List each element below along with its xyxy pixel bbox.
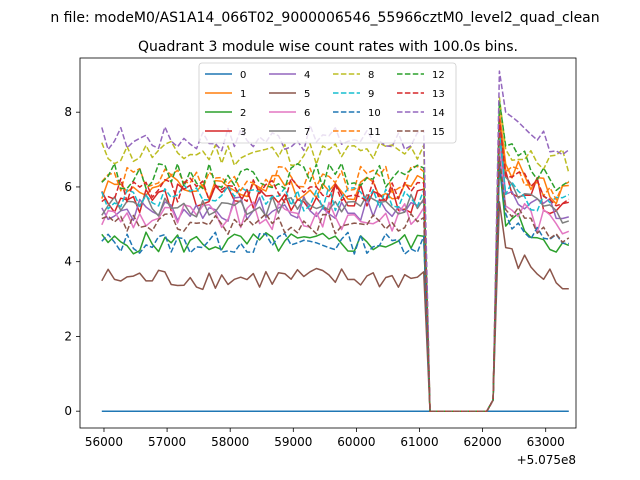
series-line-15 (101, 156, 570, 412)
y-tick-label: 8 (64, 105, 72, 119)
x-offset-label: +5.075e8 (517, 453, 576, 467)
x-tick-label: 59000 (274, 435, 312, 449)
legend-label-10: 10 (368, 108, 381, 119)
x-tick-label: 63000 (527, 435, 565, 449)
x-axis-ticks: 56000 57000 58000 59000 60000 61000 62000 63000 (85, 428, 565, 449)
y-tick-label: 2 (64, 329, 72, 343)
x-tick-label: 56000 (85, 435, 123, 449)
legend-label-0: 0 (240, 70, 246, 81)
legend-label-15: 15 (432, 127, 445, 138)
x-tick-label: 57000 (148, 435, 186, 449)
axes-frame (79, 57, 577, 429)
legend-label-4: 4 (304, 70, 310, 81)
x-tick-label: 62000 (464, 435, 502, 449)
plot-area: 56000 57000 58000 59000 60000 61000 62000 63000… (64, 57, 577, 467)
legend-label-3: 3 (240, 127, 246, 138)
y-tick-label: 4 (64, 255, 72, 269)
chart-title: Quadrant 3 module wise count rates with … (138, 39, 518, 55)
legend-label-1: 1 (240, 89, 246, 100)
legend-label-12: 12 (432, 70, 445, 81)
y-tick-label: 6 (64, 180, 72, 194)
legend-label-2: 2 (240, 108, 246, 119)
x-tick-label: 60000 (337, 435, 375, 449)
legend-label-13: 13 (432, 89, 445, 100)
x-tick-label: 61000 (400, 435, 438, 449)
legend-label-11: 11 (368, 127, 381, 138)
figure-suptitle: n file: modeM0/AS1A14_066T02_9000006546_… (50, 10, 599, 26)
legend-label-9: 9 (368, 89, 374, 100)
legend-label-8: 8 (368, 70, 374, 81)
y-tick-label: 0 (64, 404, 72, 418)
legend-frame (198, 62, 457, 144)
legend-label-6: 6 (304, 108, 310, 119)
legend-label-14: 14 (432, 108, 445, 119)
series-layer (101, 70, 570, 412)
legend-label-7: 7 (304, 127, 310, 138)
y-axis-ticks: 0 2 4 6 8 (64, 105, 80, 418)
x-tick-label: 58000 (211, 435, 249, 449)
legend-label-5: 5 (304, 89, 310, 100)
